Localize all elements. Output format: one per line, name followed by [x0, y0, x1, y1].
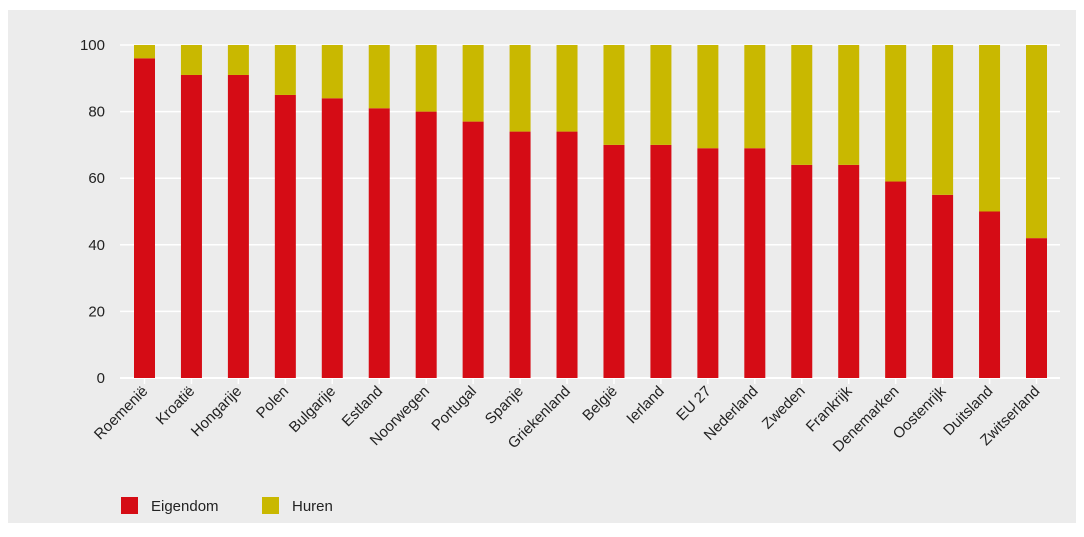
- legend-label: Huren: [292, 498, 333, 515]
- y-tick-label: 100: [80, 37, 105, 54]
- bar-eigendom: [180, 74, 202, 378]
- bar-eigendom: [744, 148, 766, 378]
- x-tick-label: België: [579, 383, 621, 425]
- bar-eigendom: [274, 94, 296, 378]
- x-tick-label: Zweden: [759, 383, 809, 433]
- x-tick-label: Kroatië: [153, 383, 199, 429]
- bar-eigendom: [791, 164, 813, 378]
- y-tick-label: 40: [88, 237, 105, 254]
- bar-eigendom: [134, 58, 155, 378]
- bar-huren: [368, 45, 390, 109]
- bar-huren: [556, 45, 578, 132]
- bar-huren: [838, 45, 860, 165]
- bar-eigendom: [509, 131, 531, 378]
- bar-huren: [650, 45, 672, 145]
- x-tick-label: Roemenië: [91, 383, 151, 443]
- x-tick-label: Portugal: [428, 383, 480, 435]
- y-axis: 0 20 40 60 80 100: [80, 37, 105, 387]
- x-tick-label: Ierland: [623, 383, 667, 427]
- bar-huren: [274, 45, 296, 95]
- legend: Eigendom Huren: [121, 497, 333, 515]
- bar-huren: [791, 45, 813, 165]
- bar-huren: [885, 45, 907, 182]
- bar-huren: [134, 45, 155, 59]
- legend-swatch: [262, 497, 279, 514]
- bar-huren: [227, 45, 249, 75]
- bar-huren: [603, 45, 625, 145]
- y-tick-label: 20: [88, 303, 105, 320]
- bars: [134, 45, 1047, 379]
- bar-huren: [697, 45, 719, 149]
- bar-eigendom: [697, 148, 719, 378]
- x-tick-label: Polen: [253, 383, 292, 422]
- bar-huren: [321, 45, 343, 99]
- bar-eigendom: [321, 98, 343, 378]
- bar-eigendom: [885, 181, 907, 378]
- bar-eigendom: [603, 144, 625, 378]
- bar-huren: [509, 45, 531, 132]
- legend-swatch: [121, 497, 138, 514]
- bar-eigendom: [462, 121, 484, 378]
- bar-huren: [462, 45, 484, 122]
- x-tick-label: Bulgarije: [286, 383, 339, 436]
- bar-huren: [744, 45, 766, 149]
- bar-eigendom: [838, 164, 860, 378]
- bar-eigendom: [650, 144, 672, 378]
- bar-huren: [979, 45, 1001, 212]
- bar-eigendom: [227, 74, 249, 378]
- bar-huren: [1026, 45, 1047, 239]
- x-tick-label: Estland: [339, 383, 386, 430]
- x-tick-label: EU 27: [673, 383, 715, 425]
- bar-eigendom: [556, 131, 578, 378]
- x-tick-label: Spanje: [482, 383, 527, 428]
- gridlines: [120, 44, 1060, 379]
- bar-eigendom: [1026, 238, 1047, 378]
- y-tick-label: 80: [88, 104, 105, 121]
- bar-eigendom: [932, 194, 954, 378]
- bar-eigendom: [415, 111, 437, 378]
- y-tick-label: 0: [97, 370, 105, 387]
- legend-label: Eigendom: [151, 498, 219, 515]
- bar-huren: [932, 45, 954, 195]
- bar-huren: [180, 45, 202, 75]
- y-tick-label: 60: [88, 170, 105, 187]
- x-tick-label: Hongarije: [188, 383, 245, 440]
- bar-huren: [415, 45, 437, 112]
- bar-eigendom: [368, 108, 390, 379]
- bar-eigendom: [979, 211, 1001, 378]
